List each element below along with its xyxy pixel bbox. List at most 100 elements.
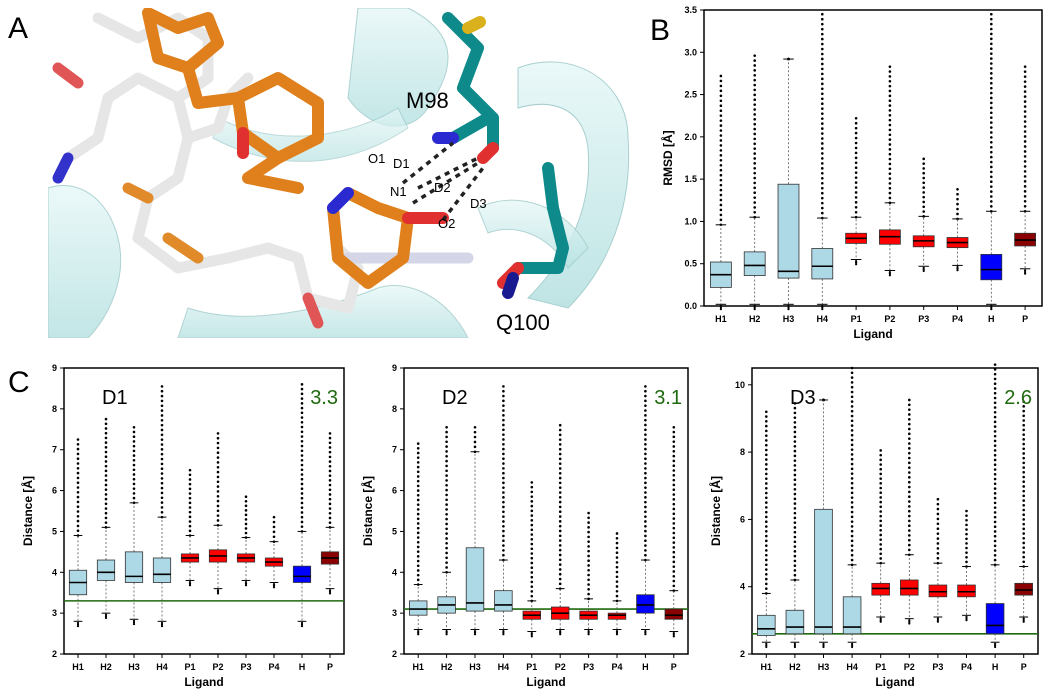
outlier-point (644, 452, 647, 456)
outlier-point (328, 590, 332, 593)
box-h3 (465, 547, 485, 612)
outlier-point (416, 446, 420, 450)
outlier-point (793, 440, 797, 443)
outlier-point (888, 123, 892, 127)
outlier-point (587, 549, 590, 553)
outlier-point (888, 79, 892, 83)
outlier-point (1023, 185, 1027, 188)
outlier-point (502, 633, 505, 636)
outlier-point (1022, 480, 1025, 484)
y-tick-label: 6 (392, 486, 397, 496)
outlier-point (558, 500, 562, 504)
outlier-point (888, 196, 892, 200)
outlier-point (502, 447, 505, 451)
outlier-point (850, 395, 854, 399)
outlier-point (719, 134, 723, 137)
outlier-points (993, 363, 997, 649)
outlier-point (821, 206, 824, 210)
outlier-point (1023, 65, 1027, 68)
outlier-point (993, 511, 997, 514)
outlier-point (104, 616, 108, 620)
outlier-point (300, 444, 304, 448)
outlier-point (793, 502, 797, 505)
outlier-point (445, 479, 448, 482)
outlier-point (416, 470, 420, 474)
outlier-point (644, 442, 647, 446)
outlier-point (587, 526, 590, 529)
outlier-point (587, 629, 590, 633)
outlier-point (936, 497, 940, 501)
outlier-point (445, 629, 448, 633)
outlier-point (990, 200, 993, 203)
outlier-point (908, 622, 911, 625)
outlier-point (1022, 555, 1025, 559)
outlier-points (965, 509, 968, 622)
outlier-point (993, 492, 997, 495)
outlier-point (936, 552, 940, 555)
outlier-point (854, 141, 858, 145)
outlier-point (530, 635, 533, 638)
outlier-point (587, 568, 590, 572)
outlier-point (821, 57, 824, 61)
outlier-point (765, 410, 768, 414)
outlier-point (765, 544, 768, 547)
outlier-point (765, 515, 768, 519)
outlier-point (993, 411, 997, 414)
x-tick-label: P1 (526, 662, 537, 672)
outlier-point (445, 566, 448, 569)
outlier-point (908, 403, 911, 407)
outlier-point (160, 496, 164, 500)
outlier-point (558, 438, 562, 441)
outlier-point (502, 629, 505, 633)
outlier-point (888, 157, 892, 161)
outlier-point (672, 579, 676, 583)
outlier-point (993, 406, 997, 409)
outlier-point (644, 505, 647, 509)
outlier-point (216, 499, 220, 503)
outlier-point (132, 622, 136, 626)
outlier-point (793, 406, 797, 410)
outlier-point (300, 496, 304, 500)
outlier-point (328, 488, 332, 492)
outlier-point (990, 81, 993, 85)
outlier-point (300, 458, 304, 462)
outlier-point (793, 464, 797, 467)
outlier-point (956, 265, 959, 269)
outlier-point (160, 621, 164, 625)
outlier-point (1024, 270, 1027, 274)
outlier-point (956, 267, 959, 270)
outlier-point (850, 429, 854, 432)
outlier-point (888, 70, 892, 73)
outlier-point (615, 536, 619, 540)
outlier-point (993, 549, 997, 552)
outlier-point (160, 448, 164, 451)
outlier-point (104, 455, 108, 459)
outlier-point (765, 453, 768, 457)
outlier-point (104, 502, 108, 506)
outlier-point (1022, 620, 1025, 623)
outlier-point (994, 644, 997, 647)
outlier-point (160, 452, 164, 456)
box-h1 (408, 600, 428, 616)
outlier-point (993, 401, 997, 405)
outlier-point (160, 443, 164, 446)
outlier-point (587, 588, 590, 591)
outlier-point (908, 519, 911, 523)
x-tick-label: H1 (72, 662, 84, 672)
outlier-point (132, 487, 136, 490)
outlier-point (272, 520, 276, 524)
x-axis-label: Ligand (853, 327, 892, 341)
outlier-point (793, 402, 797, 405)
outlier-point (854, 126, 858, 130)
outlier-point (445, 537, 448, 540)
y-tick-label: 4 (740, 582, 745, 592)
outlier-point (328, 455, 332, 459)
outlier-point (416, 489, 420, 492)
outlier-point (1023, 165, 1027, 168)
protein-sidechains (442, 12, 569, 274)
outlier-point (104, 474, 108, 477)
outlier-point (888, 272, 891, 275)
outlier-point (990, 185, 993, 188)
distance-label-d3: D3 (470, 196, 487, 211)
outlier-point (854, 116, 858, 120)
